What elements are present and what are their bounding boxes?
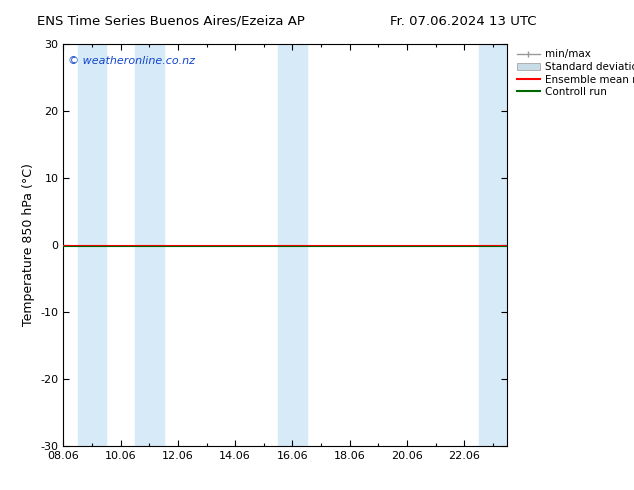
- Bar: [479, 44, 507, 446]
- Legend: min/max, Standard deviation, Ensemble mean run, Controll run: min/max, Standard deviation, Ensemble me…: [517, 49, 634, 97]
- Y-axis label: Temperature 850 hPa (°C): Temperature 850 hPa (°C): [22, 164, 35, 326]
- Text: ENS Time Series Buenos Aires/Ezeiza AP: ENS Time Series Buenos Aires/Ezeiza AP: [37, 15, 305, 28]
- Bar: [135, 44, 164, 446]
- Bar: [78, 44, 107, 446]
- Text: © weatheronline.co.nz: © weatheronline.co.nz: [68, 56, 195, 66]
- Text: Fr. 07.06.2024 13 UTC: Fr. 07.06.2024 13 UTC: [389, 15, 536, 28]
- Bar: [278, 44, 307, 446]
